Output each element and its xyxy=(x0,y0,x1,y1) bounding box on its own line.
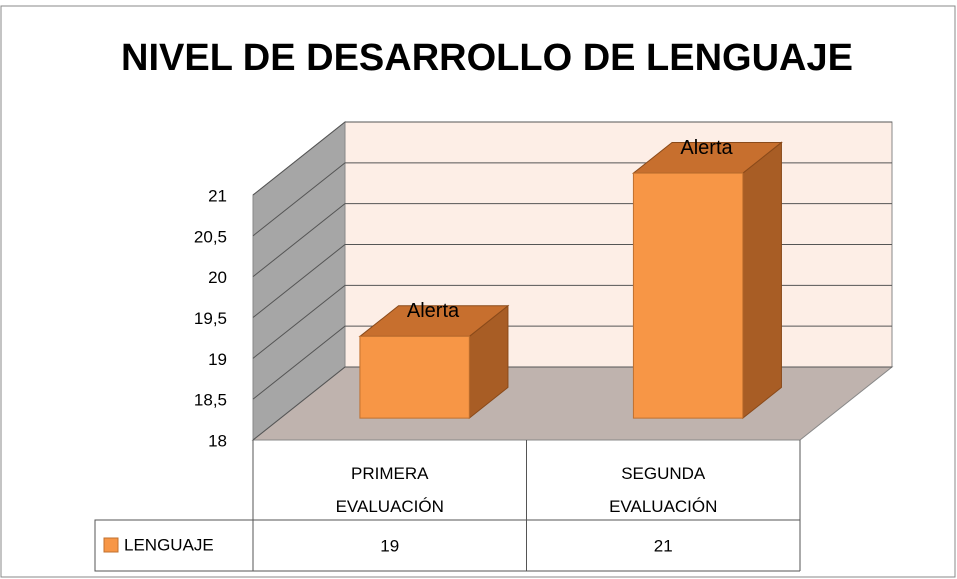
legend-label: LENGUAJE xyxy=(124,535,214,554)
bar xyxy=(358,304,510,420)
data-label: Alerta xyxy=(680,137,733,159)
table-value: 21 xyxy=(654,536,673,555)
y-tick-label: 21 xyxy=(208,186,227,205)
table-value: 19 xyxy=(380,536,399,555)
y-tick-label: 19,5 xyxy=(194,309,227,328)
legend-swatch xyxy=(103,537,119,553)
x-tick-label: SEGUNDA EVALUACIÓN xyxy=(609,464,717,516)
x-tick-line: EVALUACIÓN xyxy=(609,497,717,516)
bar-front xyxy=(359,335,470,419)
legend-cell xyxy=(94,519,254,572)
grid-line xyxy=(252,121,892,196)
data-label: Alerta xyxy=(407,300,460,322)
bar-front xyxy=(632,172,744,419)
y-tick-label: 20 xyxy=(208,268,227,287)
x-tick-line: EVALUACIÓN xyxy=(336,497,444,516)
y-tick-label: 20,5 xyxy=(194,227,227,246)
y-tick-label: 18,5 xyxy=(194,391,227,410)
chart-title: NIVEL DE DESARROLLO DE LENGUAJE xyxy=(121,37,853,79)
x-tick-label: PRIMERA EVALUACIÓN xyxy=(336,464,444,516)
x-tick-line: SEGUNDA xyxy=(621,464,706,483)
x-tick-line: PRIMERA xyxy=(351,464,429,483)
floor xyxy=(251,366,894,441)
bar xyxy=(631,141,783,420)
y-tick-label: 19 xyxy=(208,350,227,369)
y-tick-label: 18 xyxy=(208,431,227,450)
bar-side xyxy=(742,141,782,420)
